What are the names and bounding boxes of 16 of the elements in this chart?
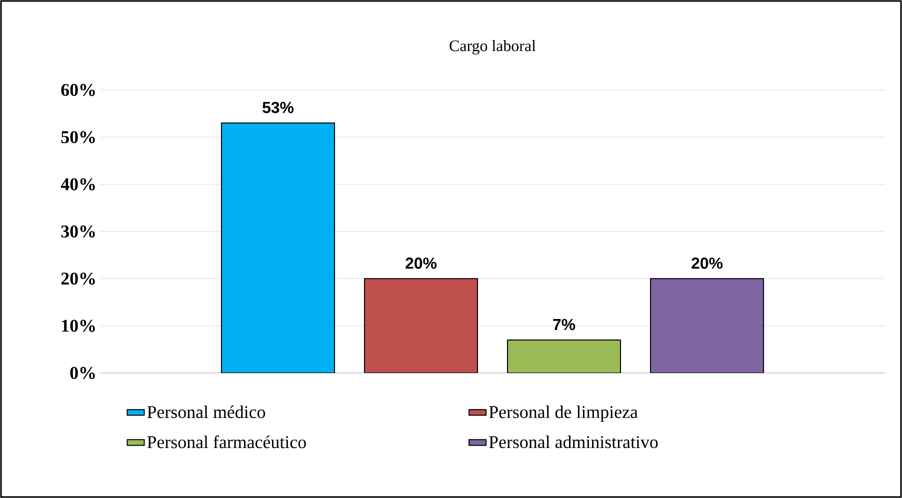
chart-title: Cargo laboral <box>450 40 536 54</box>
legend-label: Personal médico <box>147 405 266 418</box>
legend-label: Personal de limpieza <box>489 405 638 422</box>
y-tick-label: 0% <box>70 366 95 380</box>
y-tick-label: 40% <box>60 178 95 190</box>
data-label: 20% <box>692 258 723 269</box>
y-tick-label: 30% <box>61 225 95 238</box>
y-tick-label: 10% <box>62 320 95 332</box>
y-tick-label: 20% <box>61 272 95 285</box>
data-label: 20% <box>406 258 437 269</box>
data-label: 53% <box>262 102 294 114</box>
legend-label: Personal farmacéutico <box>147 435 306 448</box>
y-tick-label: 60% <box>61 84 95 96</box>
data-label: 7% <box>553 318 576 330</box>
legend-label: Personal administrativo <box>489 436 658 448</box>
y-tick-label: 50% <box>61 131 95 144</box>
